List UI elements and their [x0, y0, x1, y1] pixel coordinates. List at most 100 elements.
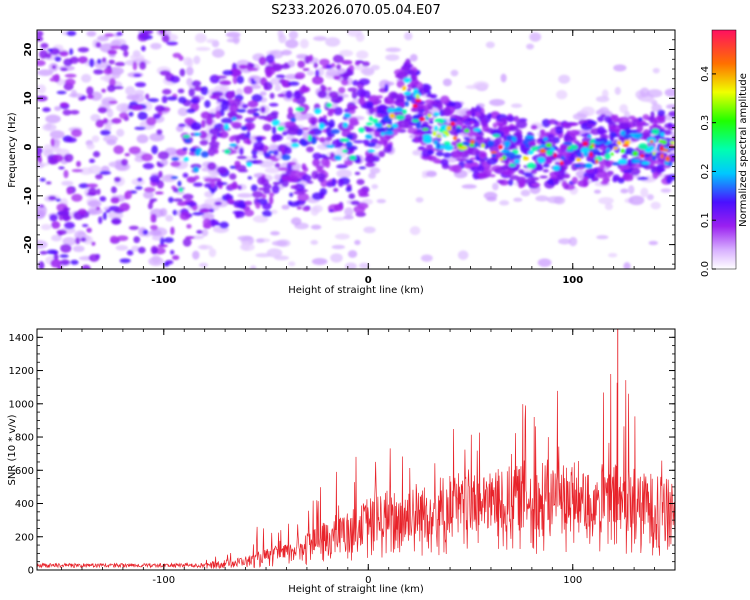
- spectrogram-cell: [69, 48, 74, 56]
- spectrogram-cell: [47, 158, 59, 165]
- spectrogram-cell: [472, 170, 481, 180]
- spectrogram-cell: [216, 166, 228, 175]
- spectrogram-cell: [214, 110, 222, 119]
- spectrogram-cell: [380, 132, 385, 136]
- spectrogram-cell: [604, 152, 611, 160]
- spectrogram-cell: [170, 226, 175, 236]
- spectrogram-cell: [58, 166, 65, 170]
- spectrogram-cell: [620, 188, 629, 194]
- spectrogram-cell: [510, 103, 523, 108]
- spectrogram-cell: [263, 81, 273, 91]
- spectrogram-cell: [161, 34, 170, 43]
- spectrogram-cell: [110, 40, 122, 47]
- spectrogram-cell: [646, 98, 656, 103]
- spectrogram-cell: [245, 117, 257, 121]
- spectrogram-cell: [487, 140, 495, 147]
- spectrogram-cell: [485, 168, 492, 175]
- spectrogram-cell: [247, 100, 259, 108]
- spectrogram-cell: [119, 202, 130, 212]
- spectrogram-cell: [39, 49, 48, 59]
- spectrogram-cell: [384, 130, 394, 136]
- spectrogram-cell: [197, 244, 213, 250]
- spectrogram-cell: [587, 134, 592, 139]
- spectrogram-cell: [487, 112, 492, 119]
- spectrogram-cell: [186, 223, 192, 229]
- spectrogram-cell: [403, 32, 413, 41]
- spectrogram-cell: [81, 95, 87, 101]
- spectrogram-cell: [328, 209, 334, 213]
- spectrogram-cell: [338, 87, 346, 94]
- spectrogram-cell: [311, 257, 328, 266]
- spectrogram-cell: [137, 177, 143, 182]
- spectrogram-cell: [179, 68, 186, 77]
- spectrogram-cell: [518, 169, 525, 175]
- spectrogram-cell: [404, 101, 410, 107]
- spectrogram-cell: [255, 238, 265, 244]
- spectrogram-cell: [656, 167, 666, 173]
- spectrogram-cell: [489, 99, 506, 107]
- spectrogram-cell: [508, 163, 516, 167]
- spectrogram-cell: [665, 156, 671, 162]
- spectrogram-cell: [524, 156, 529, 161]
- spectrogram-cell: [566, 148, 574, 153]
- spectrogram-cell: [184, 139, 192, 143]
- spectrogram-cell: [435, 151, 444, 157]
- spectrogram-cell: [56, 90, 67, 95]
- spectrogram-cell: [572, 113, 587, 121]
- spectrogram-cell: [143, 191, 154, 199]
- spectrogram-cell: [37, 157, 43, 164]
- spectrogram-cell: [157, 244, 168, 248]
- spectrogram-cell: [149, 174, 160, 183]
- spectrogram-cell: [54, 106, 62, 111]
- spectrogram-cell: [294, 72, 306, 79]
- spectrogram-cell: [436, 141, 441, 149]
- spectrogram-cell: [165, 214, 174, 222]
- spectrogram-cell: [284, 62, 289, 68]
- spectrogram-cell: [616, 140, 622, 146]
- spectrogram-cell: [204, 100, 211, 108]
- snr-ylabel: SNR (10 * v/v): [7, 414, 18, 485]
- spectrogram-cell: [135, 185, 143, 190]
- spectrogram-cell: [123, 50, 129, 57]
- spectrogram-cell: [90, 113, 101, 122]
- spectrogram-cell: [235, 88, 243, 96]
- spectrogram-cell: [560, 155, 565, 161]
- spectrogram-cell: [442, 78, 452, 87]
- spectrogram-cell: [313, 108, 322, 115]
- spectrogram-cell: [314, 173, 327, 180]
- spectrogram-cell: [512, 154, 522, 159]
- spectrogram-cell: [535, 195, 549, 202]
- spectrogram-cell: [449, 118, 457, 123]
- spectrogram-cell: [451, 164, 462, 174]
- spectrogram-cell: [628, 129, 637, 133]
- spectrogram-cell: [327, 132, 335, 138]
- spectrogram-cell: [311, 192, 324, 201]
- spectrogram-cell: [477, 165, 485, 172]
- spectrogram-cell: [249, 84, 262, 89]
- spectrogram-cell: [64, 78, 76, 86]
- spectrogram-cell: [310, 224, 322, 230]
- spectrogram-cell: [582, 180, 588, 188]
- spectrogram-cell: [88, 187, 97, 197]
- spectrogram-cell: [116, 128, 125, 137]
- spectrogram-cell: [520, 189, 531, 197]
- spectrogram-cell: [546, 156, 553, 164]
- spectrogram-cell: [366, 101, 374, 109]
- spectrogram-cell: [39, 177, 46, 182]
- spectrogram-cell: [110, 186, 117, 194]
- spectrogram-cell: [500, 73, 507, 83]
- spectrogram-cell: [553, 136, 560, 144]
- spectrogram-cell: [277, 126, 285, 132]
- spectrogram-cell: [410, 107, 417, 112]
- spectrogram-cell: [341, 149, 348, 153]
- spectrogram-cell: [622, 172, 631, 180]
- spectrogram-cell: [312, 76, 324, 85]
- spectrogram-cell: [49, 77, 57, 82]
- spectrogram-cell: [610, 152, 614, 156]
- spectrogram-cell: [385, 54, 400, 61]
- spectrogram-cell: [341, 59, 353, 65]
- spectrogram-cell: [103, 134, 119, 143]
- spectrogram-cell: [284, 121, 296, 126]
- spectrogram-cell: [396, 80, 405, 88]
